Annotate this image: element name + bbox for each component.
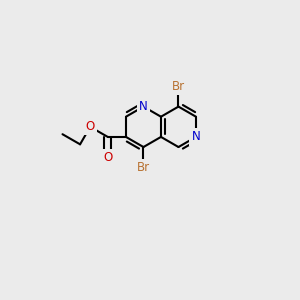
Text: Br: Br (137, 161, 150, 174)
Text: O: O (103, 151, 112, 164)
Text: N: N (192, 130, 200, 143)
Text: O: O (85, 120, 95, 133)
Text: Br: Br (172, 80, 185, 93)
Text: N: N (139, 100, 148, 113)
